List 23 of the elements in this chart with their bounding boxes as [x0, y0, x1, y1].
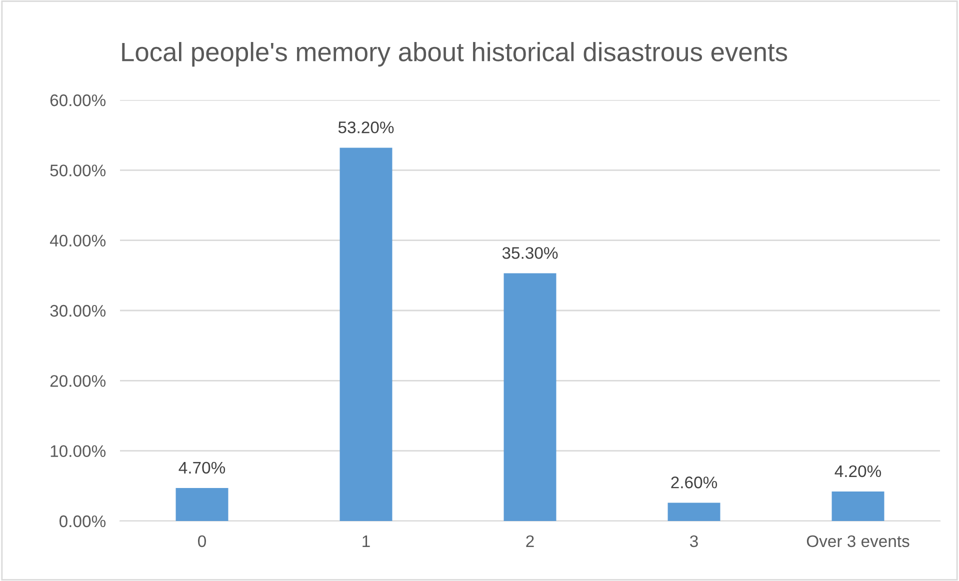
data-label: 4.70% [178, 462, 226, 474]
y-tick-label: 20.00% [50, 375, 106, 387]
data-label: 53.20% [338, 122, 394, 134]
x-tick-label: 1 [362, 536, 370, 547]
data-label: 2.60% [671, 476, 718, 488]
x-tick-label: 2 [526, 535, 534, 547]
bar [832, 492, 884, 521]
y-tick-label: 40.00% [50, 234, 106, 247]
bar [668, 502, 720, 521]
x-tick-label: Over 3 events [806, 535, 910, 548]
x-tick-label: 3 [690, 535, 698, 548]
y-tick-label: 30.00% [50, 304, 106, 317]
x-tick-label: 0 [198, 535, 206, 548]
bar [176, 488, 228, 521]
bar [504, 273, 556, 521]
data-label: 35.30% [502, 247, 558, 259]
chart-title: Local people's memory about historical disastrous events [122, 42, 788, 67]
y-tick-label: 50.00% [50, 164, 106, 176]
bar [340, 148, 392, 521]
y-tick-label: 60.00% [50, 94, 106, 106]
data-label: 4.20% [834, 465, 882, 478]
y-tick-label: 0.00% [60, 515, 106, 528]
y-tick-label: 10.00% [50, 445, 106, 458]
